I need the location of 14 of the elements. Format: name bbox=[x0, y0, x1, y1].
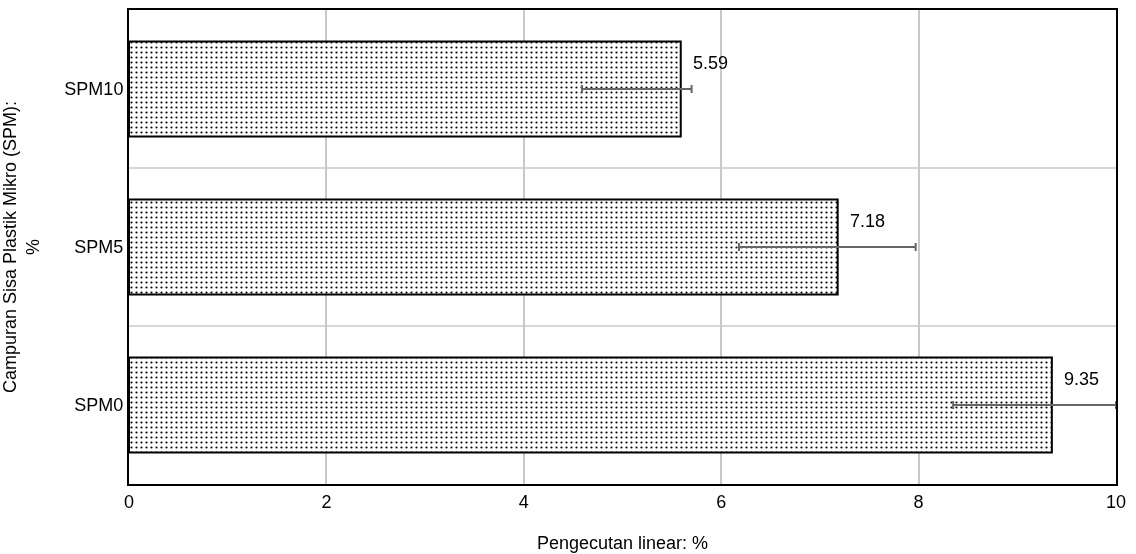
x-tick-label: 4 bbox=[518, 491, 529, 512]
x-axis-title: Pengecutan linear: % bbox=[536, 533, 709, 553]
data-label: 9.35 bbox=[1064, 369, 1100, 389]
y-axis-title: Campuran Sisa Plastik Mikro (SPM): % bbox=[0, 100, 44, 394]
x-tick-label: 8 bbox=[913, 491, 924, 512]
y-tick-label: SPM10 bbox=[64, 79, 124, 100]
y-tick-label: SPM5 bbox=[74, 237, 124, 258]
y-tick-label: SPM0 bbox=[74, 395, 124, 416]
data-label: 5.59 bbox=[693, 53, 729, 73]
x-tick-label: 6 bbox=[716, 491, 727, 512]
x-tick-label: 10 bbox=[1105, 491, 1127, 512]
x-tick-label: 0 bbox=[123, 491, 135, 512]
data-label: 7.18 bbox=[850, 211, 886, 231]
x-tick-label: 2 bbox=[321, 491, 332, 512]
